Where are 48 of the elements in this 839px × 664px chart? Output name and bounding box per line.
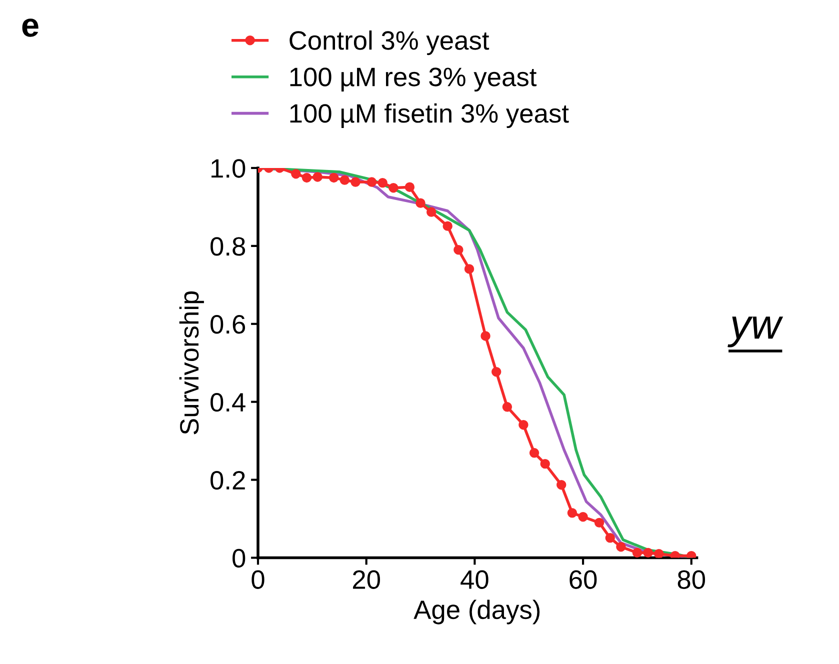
y-tick-label: 0.2 [210,470,245,490]
legend-label: 100 µM fisetin 3% yeast [290,103,569,128]
point [340,175,350,185]
point [540,458,550,469]
x-axis-title: Age (days) [414,600,540,624]
point [491,366,502,377]
x-tick-label: 20 [352,570,380,589]
point [454,244,464,255]
point [556,480,566,490]
x-tick-label: 60 [570,570,597,589]
point [366,177,377,187]
point [416,198,426,208]
point [404,182,415,192]
y-tick-label: 0.6 [210,315,246,334]
y-tick-label: 0 [232,548,246,568]
point [578,512,588,522]
point [616,542,626,552]
y-axis-title: Survivorship [179,291,204,434]
legend-label: Control 3% yeast [290,30,490,56]
y-tick-label: 0.4 [210,392,246,412]
point [442,221,452,231]
text: yw [728,316,784,348]
point [480,331,490,341]
point [518,420,528,430]
point [388,183,398,193]
point [350,177,360,187]
point [378,178,388,188]
point [529,448,540,458]
point [567,508,578,518]
x-tick-label: 80 [678,570,706,589]
x-tick-label: 40 [460,570,488,589]
point [654,549,664,558]
y-tick-label: 1.0 [212,159,246,178]
point [328,172,339,183]
x-tick-label: 0 [252,570,264,589]
point [291,168,301,179]
point [426,207,436,217]
point [502,402,512,412]
point [594,518,604,528]
point [464,264,474,274]
point [632,548,642,558]
point [605,533,615,543]
point [302,172,312,183]
legend-label: 100 µM res 3% yeast [290,68,537,92]
point [643,548,653,558]
point [312,172,322,182]
text: e [22,18,38,37]
y-tick-label: 0.8 [210,237,246,256]
